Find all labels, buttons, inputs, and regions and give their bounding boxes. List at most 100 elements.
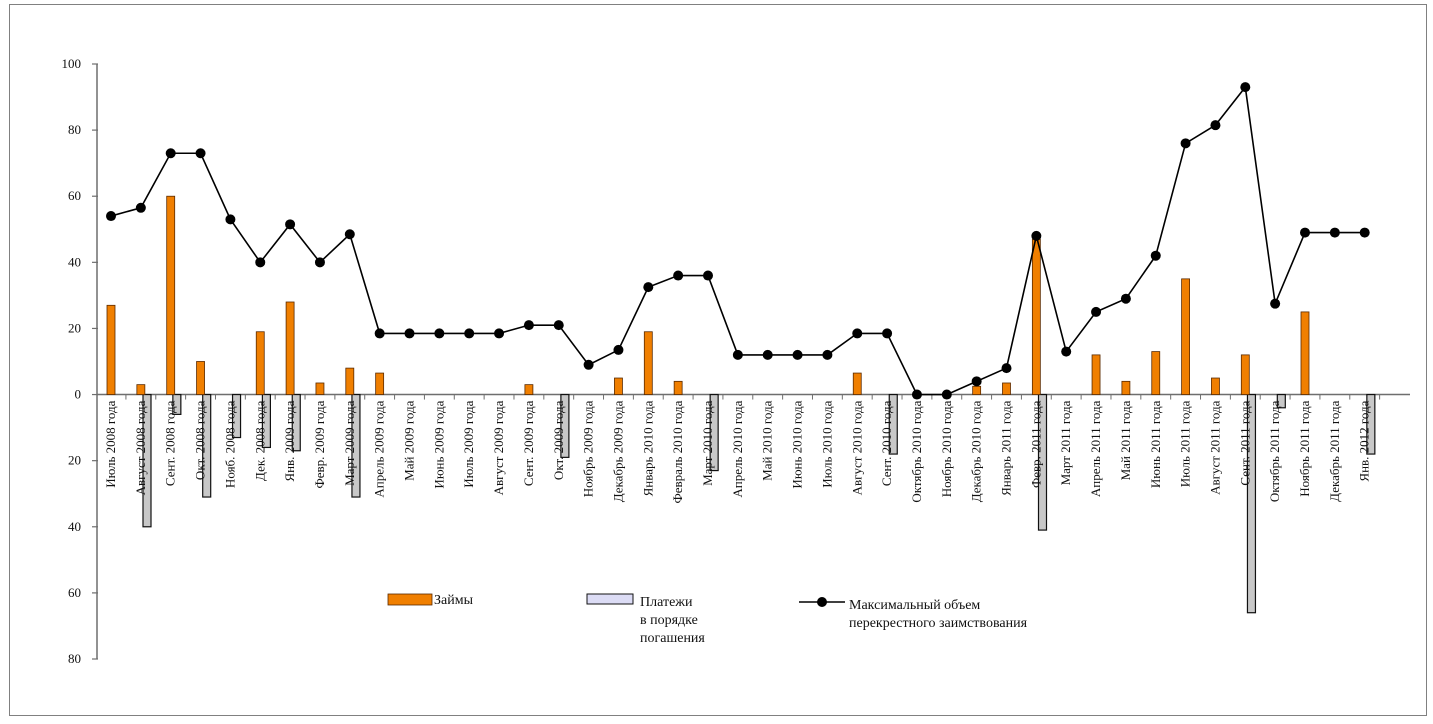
x-category-label: Март 2010 года	[700, 400, 715, 486]
y-tick-label: 20	[68, 453, 81, 468]
max-cross-borrowing-point	[1180, 138, 1191, 149]
legend-label-max-cross-borrowing: Максимальный объем	[849, 598, 980, 613]
max-cross-borrowing-line	[110, 85, 1365, 396]
loan-bar	[643, 331, 653, 395]
max-cross-borrowing-point	[1210, 120, 1221, 131]
max-cross-borrowing-point	[404, 328, 415, 339]
x-category-label: Сент. 2010 года	[879, 400, 894, 486]
max-cross-borrowing-point	[613, 344, 624, 355]
payment-bar	[351, 393, 361, 498]
loan-bar	[255, 331, 265, 395]
legend-label-payments: в порядке	[640, 613, 698, 628]
max-cross-borrowing-point	[255, 257, 266, 268]
y-tick-label: 40	[68, 519, 81, 534]
max-cross-borrowing-point	[494, 328, 505, 339]
max-cross-borrowing-point	[822, 349, 833, 360]
payment-bar	[142, 393, 152, 528]
x-category-label: Декабрь 2009 года	[610, 400, 625, 502]
x-category-label: Сент. 2009 года	[521, 400, 536, 486]
max-cross-borrowing-point	[314, 257, 325, 268]
max-cross-borrowing-point	[165, 148, 176, 159]
x-category-label: Июль 2008 года	[103, 400, 118, 487]
x-category-label: Март 2009 года	[342, 400, 357, 486]
x-category-label: Декабрь 2010 года	[969, 400, 984, 502]
x-category-label: Февраль 2010 года	[670, 400, 685, 503]
loan-bar	[345, 367, 355, 395]
loan-bar	[375, 372, 385, 395]
x-category-label: Июль 2009 года	[461, 400, 476, 487]
max-cross-borrowing-point	[941, 389, 952, 400]
max-cross-borrowing-point	[1240, 82, 1251, 93]
max-cross-borrowing-point	[1091, 306, 1102, 317]
x-category-label: Май 2011 года	[1118, 400, 1133, 480]
x-category-label: Июнь 2010 года	[790, 400, 805, 488]
loan-bar	[1151, 351, 1161, 395]
max-cross-borrowing-point	[1120, 293, 1131, 304]
loan-bar	[196, 361, 205, 395]
max-cross-borrowing-point	[643, 282, 654, 293]
x-category-label: Май 2010 года	[760, 400, 775, 481]
loan-bar	[285, 301, 295, 395]
loan-bar	[1211, 377, 1220, 395]
max-cross-borrowing-point	[434, 328, 445, 339]
max-cross-borrowing-point	[1061, 346, 1072, 357]
max-cross-borrowing-point	[344, 229, 355, 240]
y-tick-label: 80	[68, 651, 81, 666]
x-category-label: Ноябрь 2009 года	[581, 400, 596, 497]
legend-label-payments: Платежи	[640, 595, 693, 610]
loan-bar	[136, 384, 146, 395]
x-category-label: Сент. 2011 года	[1237, 400, 1252, 485]
x-category-label: Октябрь 2011 года	[1267, 400, 1282, 502]
payment-bar	[560, 393, 570, 458]
x-category-label: Апрель 2011 года	[1088, 400, 1103, 497]
loan-bar	[315, 382, 325, 395]
max-cross-borrowing-point	[374, 328, 385, 339]
y-tick-label: 100	[62, 56, 82, 71]
loan-bar	[1240, 354, 1250, 395]
x-category-label: Янв. 2009 года	[282, 400, 297, 481]
payment-bar	[888, 393, 898, 455]
max-cross-borrowing-point	[553, 320, 564, 331]
payment-bar	[172, 393, 182, 415]
loan-bar	[166, 195, 176, 395]
legend-label-loans: Займы	[434, 593, 474, 608]
y-tick-label: 60	[68, 585, 81, 600]
max-cross-borrowing-point	[1270, 298, 1281, 309]
payment-bar	[261, 393, 271, 449]
max-cross-borrowing-point	[285, 219, 296, 230]
loan-bar	[1121, 380, 1131, 395]
y-tick-label: 80	[68, 122, 81, 137]
max-cross-borrowing-point	[1300, 227, 1310, 238]
max-cross-borrowing-point	[911, 389, 922, 400]
loan-bar	[673, 380, 683, 395]
x-category-label: Февр. 2009 года	[312, 400, 327, 488]
x-category-label: Июнь 2011 года	[1148, 400, 1163, 488]
loan-bar	[614, 377, 623, 395]
x-category-label: Январь 2011 года	[999, 400, 1014, 496]
legend-label-payments: погашения	[640, 631, 705, 646]
max-cross-borrowing-point	[1150, 250, 1161, 261]
y-tick-label: 40	[68, 254, 81, 269]
max-cross-borrowing-point	[852, 328, 863, 339]
max-cross-borrowing-point	[583, 359, 594, 370]
max-cross-borrowing-point	[792, 349, 803, 360]
loan-bar	[106, 304, 116, 395]
max-cross-borrowing-point	[1359, 227, 1370, 238]
x-category-label: Октябрь 2010 года	[909, 400, 924, 502]
x-category-label: Май 2009 года	[402, 400, 417, 481]
x-category-label: Окт. 2008 года	[193, 400, 208, 480]
x-category-label: Нояб. 2008 года	[222, 400, 237, 488]
x-category-label: Ноябрь 2010 года	[939, 400, 954, 497]
payment-bar	[291, 393, 301, 452]
legend-swatch-payments	[586, 593, 634, 605]
payment-bar	[1366, 393, 1376, 455]
max-cross-borrowing-point	[464, 328, 475, 339]
x-category-label: Август 2011 года	[1207, 400, 1222, 495]
payment-bar	[231, 393, 242, 439]
max-cross-borrowing-point	[1329, 227, 1340, 238]
y-tick-label: 60	[68, 188, 81, 203]
x-category-label: Декабрь 2011 года	[1327, 400, 1342, 501]
max-cross-borrowing-point	[762, 349, 773, 360]
max-cross-borrowing-point	[135, 202, 146, 213]
loan-bar	[1091, 354, 1101, 395]
